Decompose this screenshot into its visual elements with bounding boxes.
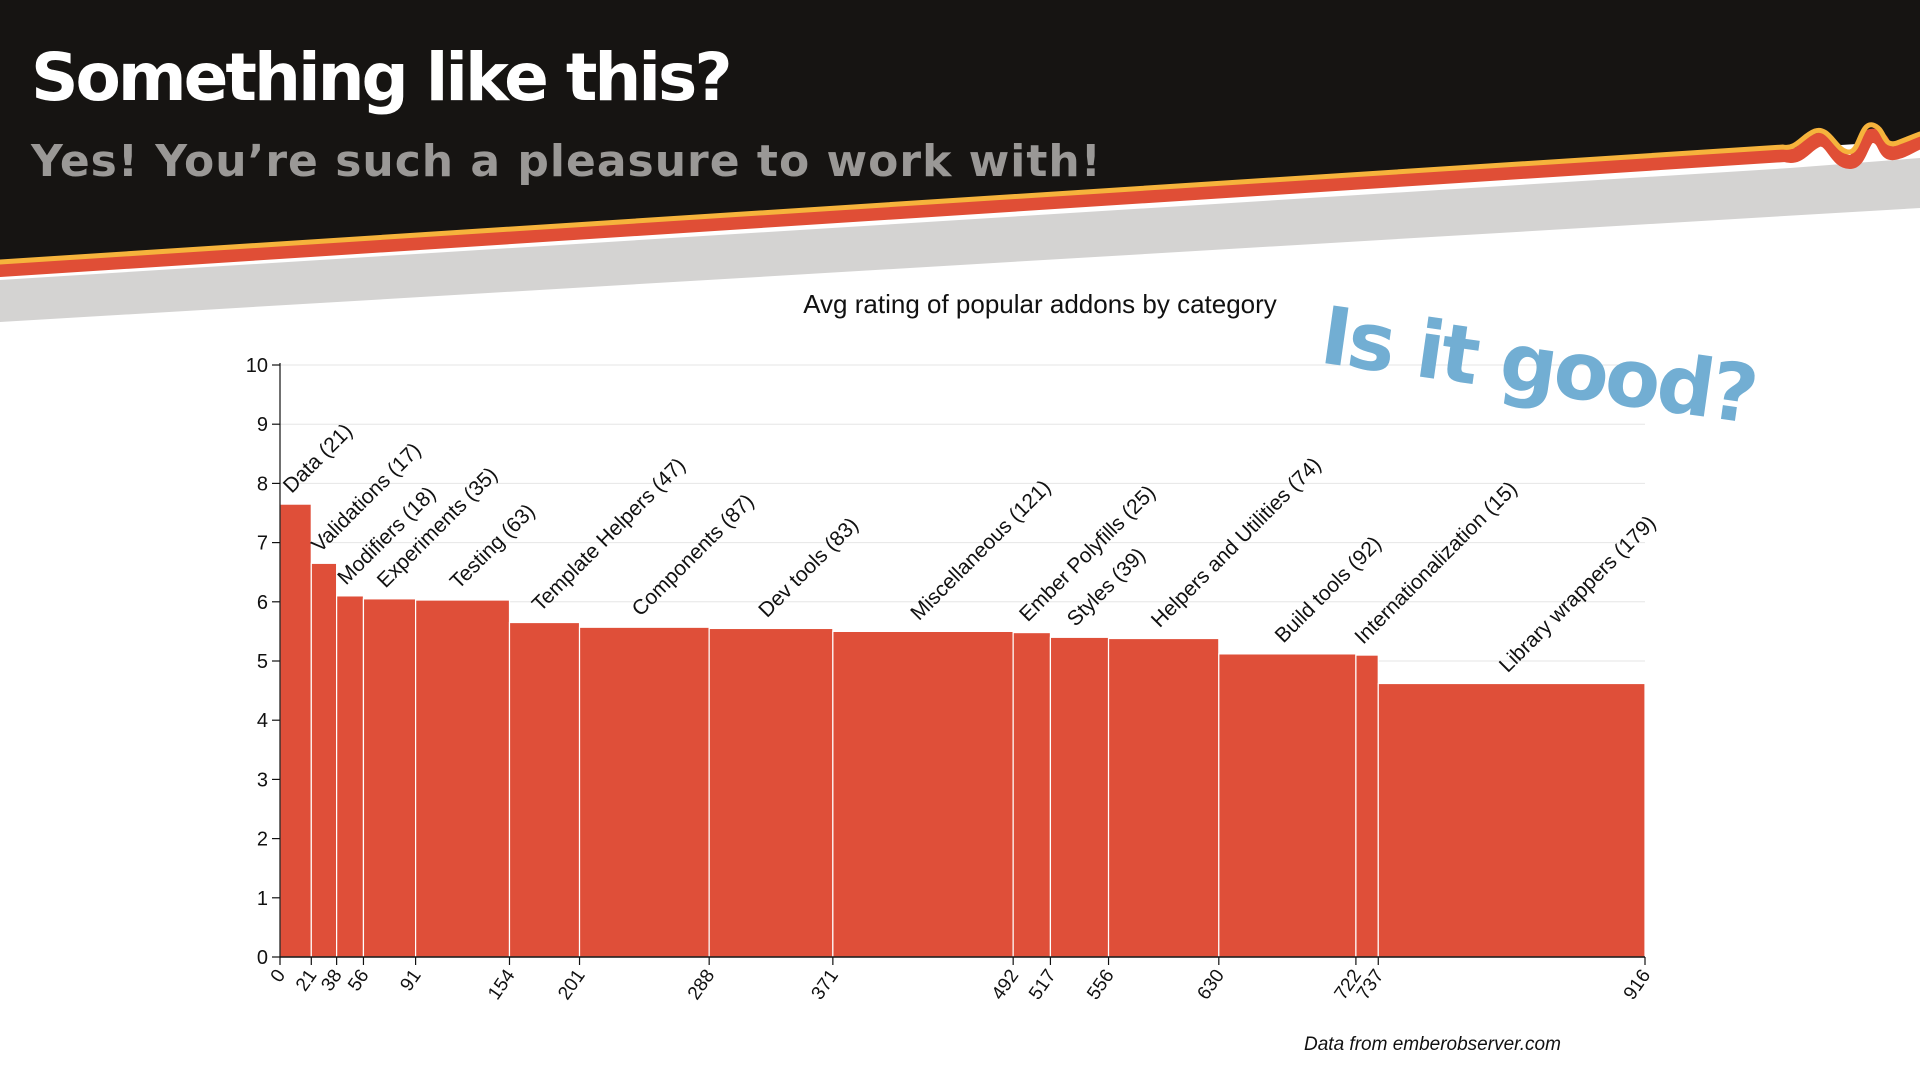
bar bbox=[415, 599, 511, 958]
bar bbox=[1355, 654, 1379, 958]
y-tick-label: 10 bbox=[246, 355, 268, 377]
x-tick-label: 56 bbox=[344, 966, 373, 995]
x-tick-label: 517 bbox=[1025, 966, 1060, 1004]
bar bbox=[1377, 682, 1646, 958]
x-tick-label: 21 bbox=[292, 966, 321, 995]
x-tick-label: 38 bbox=[317, 966, 346, 995]
x-tick-label: 556 bbox=[1083, 966, 1118, 1004]
bar bbox=[708, 627, 834, 958]
x-tick-label: 0 bbox=[267, 966, 290, 987]
x-tick-label: 737 bbox=[1353, 966, 1388, 1004]
y-tick-label: 4 bbox=[257, 710, 268, 732]
bar bbox=[1218, 653, 1357, 958]
y-tick-label: 1 bbox=[257, 888, 268, 910]
slide-subtitle: Yes! You’re such a pleasure to work with… bbox=[31, 136, 1102, 187]
bar bbox=[362, 598, 417, 958]
x-tick-label: 91 bbox=[396, 966, 425, 995]
bar bbox=[578, 626, 710, 958]
y-tick-label: 0 bbox=[257, 947, 268, 969]
bar bbox=[1107, 637, 1220, 958]
chart-title: Avg rating of popular addons by category bbox=[803, 289, 1277, 319]
bar bbox=[279, 503, 312, 958]
bar bbox=[832, 630, 1014, 958]
bar bbox=[336, 595, 365, 958]
x-tick-label: 154 bbox=[484, 965, 520, 1003]
y-tick-label: 5 bbox=[257, 651, 268, 673]
bar bbox=[1012, 631, 1052, 958]
y-tick-label: 2 bbox=[257, 829, 268, 851]
banner-yellow-stripe bbox=[0, 122, 1920, 265]
bar-label: Internationalization (15) bbox=[1350, 477, 1521, 648]
bar-label: Dev tools (83) bbox=[754, 513, 863, 622]
y-tick-label: 8 bbox=[257, 473, 268, 495]
y-tick-label: 9 bbox=[257, 414, 268, 436]
x-tick-label: 288 bbox=[684, 966, 719, 1004]
slide-title: Something like this? bbox=[31, 39, 733, 116]
x-tick-label: 201 bbox=[554, 966, 589, 1004]
source-note: Data from emberobserver.com bbox=[1304, 1034, 1561, 1055]
header-banner bbox=[0, 0, 1920, 322]
bar bbox=[310, 562, 338, 958]
chart-bars bbox=[279, 503, 1646, 958]
y-tick-label: 6 bbox=[257, 592, 268, 614]
banner-background bbox=[0, 0, 1920, 262]
y-tick-label: 3 bbox=[257, 769, 268, 791]
x-tick-label: 630 bbox=[1194, 966, 1229, 1004]
bar-label: Data (21) bbox=[279, 419, 357, 497]
x-tick-label: 371 bbox=[808, 966, 843, 1004]
banner-red-stripe bbox=[0, 128, 1920, 277]
y-tick-label: 7 bbox=[257, 533, 268, 555]
x-tick-label: 916 bbox=[1620, 966, 1655, 1004]
bar bbox=[508, 621, 581, 958]
x-tick-label: 492 bbox=[988, 966, 1023, 1004]
banner-gray-stripe bbox=[0, 158, 1920, 322]
bar bbox=[1049, 636, 1110, 958]
bar-label: Library wrappers (179) bbox=[1495, 511, 1661, 677]
